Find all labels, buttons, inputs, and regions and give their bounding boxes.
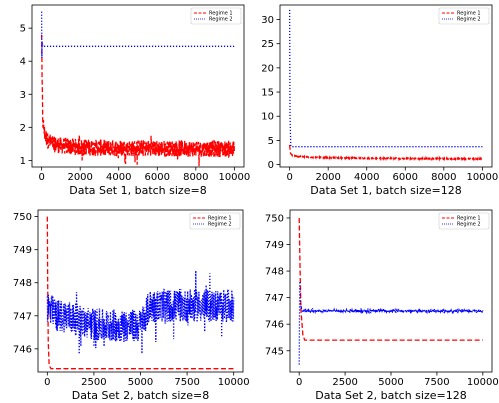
x-tick-label: 10000: [218, 377, 250, 388]
plot-area: [288, 9, 483, 162]
y-tick-label: 3: [20, 90, 26, 101]
x-axis-label: Data Set 2, batch size=128: [315, 389, 466, 402]
y-tick-label: 25: [261, 39, 274, 50]
x-axis-label: Data Set 2, batch size=8: [72, 389, 209, 402]
plot-area: [298, 217, 484, 365]
y-tick-label: 15: [261, 88, 274, 99]
x-axis-label: Data Set 1, batch size=128: [310, 184, 461, 197]
subplot-1: 0 2000 4000 6000 8000 10000 1 2 3 4 5 Data Set 1, b…: [20, 4, 250, 197]
y-tick-label: 10: [261, 112, 274, 123]
y-tick-label: 749: [13, 245, 32, 256]
series-line-regime-2: [46, 270, 235, 355]
plot-area: [40, 11, 236, 167]
subplot-4: 0 2500 5000 7500 10000 745 746 747 748 749 750 Data…: [265, 209, 499, 402]
legend-entry: Regime 2: [209, 17, 233, 23]
series-line-regime-1: [46, 216, 234, 370]
x-tick-label: 4000: [354, 172, 379, 183]
legend-entry: Regime 2: [457, 17, 481, 23]
x-axis-label: Data Set 1, batch size=8: [69, 184, 206, 197]
x-tick-label: 2500: [81, 377, 106, 388]
legend-entry: Regime 1: [208, 216, 232, 222]
y-tick-label: 748: [265, 267, 284, 278]
y-tick-label: 2: [20, 123, 26, 134]
y-tick-label: 749: [265, 240, 284, 251]
y-tick-label: 748: [13, 278, 32, 289]
y-tick-label: 0: [268, 160, 274, 171]
legend-box: [190, 7, 242, 25]
x-tick-label: 4000: [106, 172, 131, 183]
y-tick-label: 746: [265, 320, 284, 331]
y-tick-label: 750: [13, 212, 32, 223]
y-tick-label: 747: [265, 293, 284, 304]
x-tick-label: 10000: [467, 377, 499, 388]
x-tick-label: 5000: [378, 377, 403, 388]
x-tick-label: 8000: [431, 172, 456, 183]
axes-frame: [31, 4, 245, 168]
subplot-3: 0 2500 5000 7500 10000 746 747 748 749 750 Data Se…: [13, 209, 250, 402]
legend-box: [189, 212, 241, 230]
x-tick-label: 0: [44, 377, 50, 388]
x-tick-label: 0: [38, 172, 44, 183]
axes-frame: [289, 209, 493, 373]
x-tick-label: 2500: [332, 377, 357, 388]
x-tick-label: 2000: [315, 172, 340, 183]
series-line-regime-1: [288, 144, 483, 162]
x-tick-label: 6000: [145, 172, 170, 183]
legend-entry: Regime 1: [457, 11, 481, 17]
legend-entry: Regime 1: [209, 11, 233, 17]
x-tick-label: 6000: [393, 172, 418, 183]
legend-box: [438, 7, 490, 25]
y-tick-label: 1: [20, 156, 26, 167]
legend-entry: Regime 1: [457, 216, 481, 222]
y-tick-label: 4: [20, 57, 26, 68]
x-tick-label: 10000: [218, 172, 250, 183]
series-line-regime-1: [298, 217, 483, 341]
legend-entry: Regime 2: [457, 222, 481, 228]
y-tick-label: 745: [265, 346, 284, 357]
x-tick-label: 8000: [183, 172, 208, 183]
x-tick-label: 7500: [174, 377, 199, 388]
y-tick-label: 746: [13, 344, 32, 355]
x-tick-label: 0: [286, 172, 292, 183]
y-tick-label: 750: [265, 213, 284, 224]
x-tick-label: 10000: [466, 172, 498, 183]
legend-box: [438, 212, 490, 230]
y-tick-label: 747: [13, 311, 32, 322]
y-tick-label: 20: [261, 63, 274, 74]
series-line-regime-2: [288, 9, 483, 148]
legend-entry: Regime 2: [208, 222, 232, 228]
series-line-regime-1: [40, 34, 236, 167]
x-tick-label: 0: [296, 377, 302, 388]
y-tick-label: 5: [20, 24, 26, 35]
series-line-regime-2: [40, 11, 235, 58]
x-tick-label: 5000: [128, 377, 153, 388]
axes-frame: [279, 4, 493, 168]
plot-area: [46, 216, 235, 370]
y-tick-label: 5: [268, 136, 274, 147]
x-tick-label: 7500: [424, 377, 449, 388]
subplot-2: 0 2000 4000 6000 8000 10000 0 5 10 15 20 25 30 Data S…: [261, 4, 498, 197]
axes-frame: [37, 209, 244, 373]
y-tick-label: 30: [261, 15, 274, 26]
series-line-regime-2: [298, 281, 484, 365]
x-tick-label: 2000: [67, 172, 92, 183]
